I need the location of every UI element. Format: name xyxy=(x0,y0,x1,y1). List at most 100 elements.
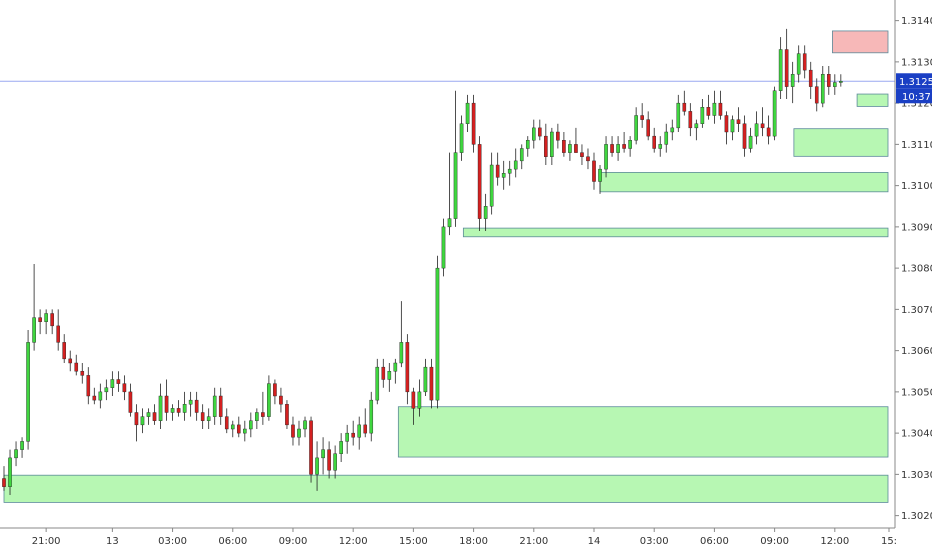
y-axis: 1.31400 1.31300 1.31200 1.31100 1.31000 1.309… xyxy=(894,0,932,528)
candle-body-139 xyxy=(839,81,843,83)
candle-body-103 xyxy=(622,144,626,149)
candle-body-1 xyxy=(8,457,12,487)
candle-body-8 xyxy=(50,313,54,327)
y-tick-label-7: 1.30700 xyxy=(901,305,932,316)
candle-body-111 xyxy=(670,127,675,133)
candle-body-85 xyxy=(513,160,518,170)
candle-body-122 xyxy=(736,119,741,124)
x-tick-label-12: 09:00 xyxy=(760,536,789,547)
candle-body-76 xyxy=(459,123,464,153)
x-axis: 21:00 13 03:00 06:00 09:00 12:00 15:00 18:00 21:… xyxy=(0,527,897,547)
candle-body-66 xyxy=(399,342,404,364)
candle-body-101 xyxy=(610,144,614,153)
candle-body-90 xyxy=(544,135,548,157)
candle-body-78 xyxy=(471,102,476,145)
candle-body-130 xyxy=(784,49,789,87)
current-price-label: 1.31253 xyxy=(899,77,932,88)
candle-body-34 xyxy=(206,416,211,421)
candle-body-73 xyxy=(441,226,446,269)
candle-body-116 xyxy=(700,107,705,124)
candle-body-54 xyxy=(327,449,331,471)
candle-body-10 xyxy=(62,342,67,360)
candle-body-42 xyxy=(255,412,259,421)
candle-body-98 xyxy=(592,160,596,182)
candle-body-36 xyxy=(218,395,223,417)
candle-body-64 xyxy=(387,371,392,380)
candle-body-13 xyxy=(80,371,85,376)
candle-body-58 xyxy=(351,432,355,438)
candle-body-0 xyxy=(2,478,6,487)
candle-body-31 xyxy=(188,399,193,405)
y-tick-label-4: 1.31000 xyxy=(901,181,932,192)
demand-zone-0 xyxy=(3,474,889,503)
demand-zone-1 xyxy=(397,406,889,458)
x-tick-label-7: 18:00 xyxy=(459,536,488,547)
candle-body-24 xyxy=(146,412,151,417)
candle-body-107 xyxy=(646,119,650,137)
candle-body-126 xyxy=(760,123,765,129)
candle-body-45 xyxy=(273,383,277,397)
candle-body-51 xyxy=(309,420,313,475)
x-tick-label-3: 06:00 xyxy=(218,536,247,547)
candle-body-92 xyxy=(556,131,560,141)
y-tick-label-0: 1.31400 xyxy=(901,16,932,27)
candle-body-15 xyxy=(92,395,97,401)
candle-body-60 xyxy=(363,424,368,434)
candle-body-55 xyxy=(333,453,337,471)
candle-body-2 xyxy=(14,449,18,459)
candle-body-88 xyxy=(531,127,536,141)
supply-zone-6 xyxy=(832,30,889,54)
candle-body-118 xyxy=(712,102,717,116)
candle-body-121 xyxy=(730,119,735,133)
candle-body-89 xyxy=(538,127,542,137)
candle-body-3 xyxy=(20,441,24,450)
candle-body-72 xyxy=(435,267,440,401)
candle-body-9 xyxy=(56,325,60,343)
candle-body-25 xyxy=(152,412,157,421)
x-tick-label-8: 21:00 xyxy=(519,536,548,547)
candle-body-33 xyxy=(200,412,205,421)
candle-body-123 xyxy=(742,123,747,149)
candle-body-106 xyxy=(640,115,644,120)
candle-layer xyxy=(2,28,843,495)
candle-body-87 xyxy=(525,140,530,149)
candle-body-119 xyxy=(718,102,723,116)
candle-body-80 xyxy=(483,206,488,219)
candle-body-94 xyxy=(568,144,572,153)
candle-body-43 xyxy=(261,412,265,417)
candle-body-52 xyxy=(315,457,319,475)
candle-body-96 xyxy=(580,152,584,157)
candle-body-30 xyxy=(182,404,187,413)
y-tick-label-8: 1.30600 xyxy=(901,346,932,357)
candle-body-109 xyxy=(658,144,663,149)
demand-zone-3 xyxy=(599,172,889,193)
candle-body-86 xyxy=(519,148,524,162)
candle-body-26 xyxy=(158,395,163,421)
candle-body-65 xyxy=(393,362,398,372)
candle-body-49 xyxy=(297,428,301,438)
y-tick-label-5: 1.30900 xyxy=(901,222,932,233)
candle-body-70 xyxy=(423,366,428,393)
candle-body-39 xyxy=(236,424,241,434)
candle-body-127 xyxy=(766,127,771,137)
candle-body-77 xyxy=(465,102,470,124)
x-tick-label-14: 15: xyxy=(881,536,897,547)
x-tick-label-13: 12:00 xyxy=(820,536,849,547)
candle-body-112 xyxy=(676,102,681,129)
candle-body-61 xyxy=(369,399,374,434)
candle-body-48 xyxy=(291,424,295,438)
y-tick-label-10: 1.30400 xyxy=(901,429,932,440)
candle-body-44 xyxy=(267,383,271,417)
demand-zone-2 xyxy=(462,227,889,238)
x-tick-label-2: 03:00 xyxy=(158,536,187,547)
candle-body-99 xyxy=(598,168,602,182)
demand-zone-5 xyxy=(856,93,889,107)
candle-body-114 xyxy=(688,111,693,129)
candle-body-71 xyxy=(429,366,434,401)
candle-body-83 xyxy=(501,173,506,178)
countdown-tag-bg xyxy=(896,88,932,104)
x-tick-label-9: 14 xyxy=(588,536,601,547)
candle-body-132 xyxy=(796,53,801,75)
candle-body-100 xyxy=(604,144,608,170)
candle-body-104 xyxy=(628,140,632,149)
